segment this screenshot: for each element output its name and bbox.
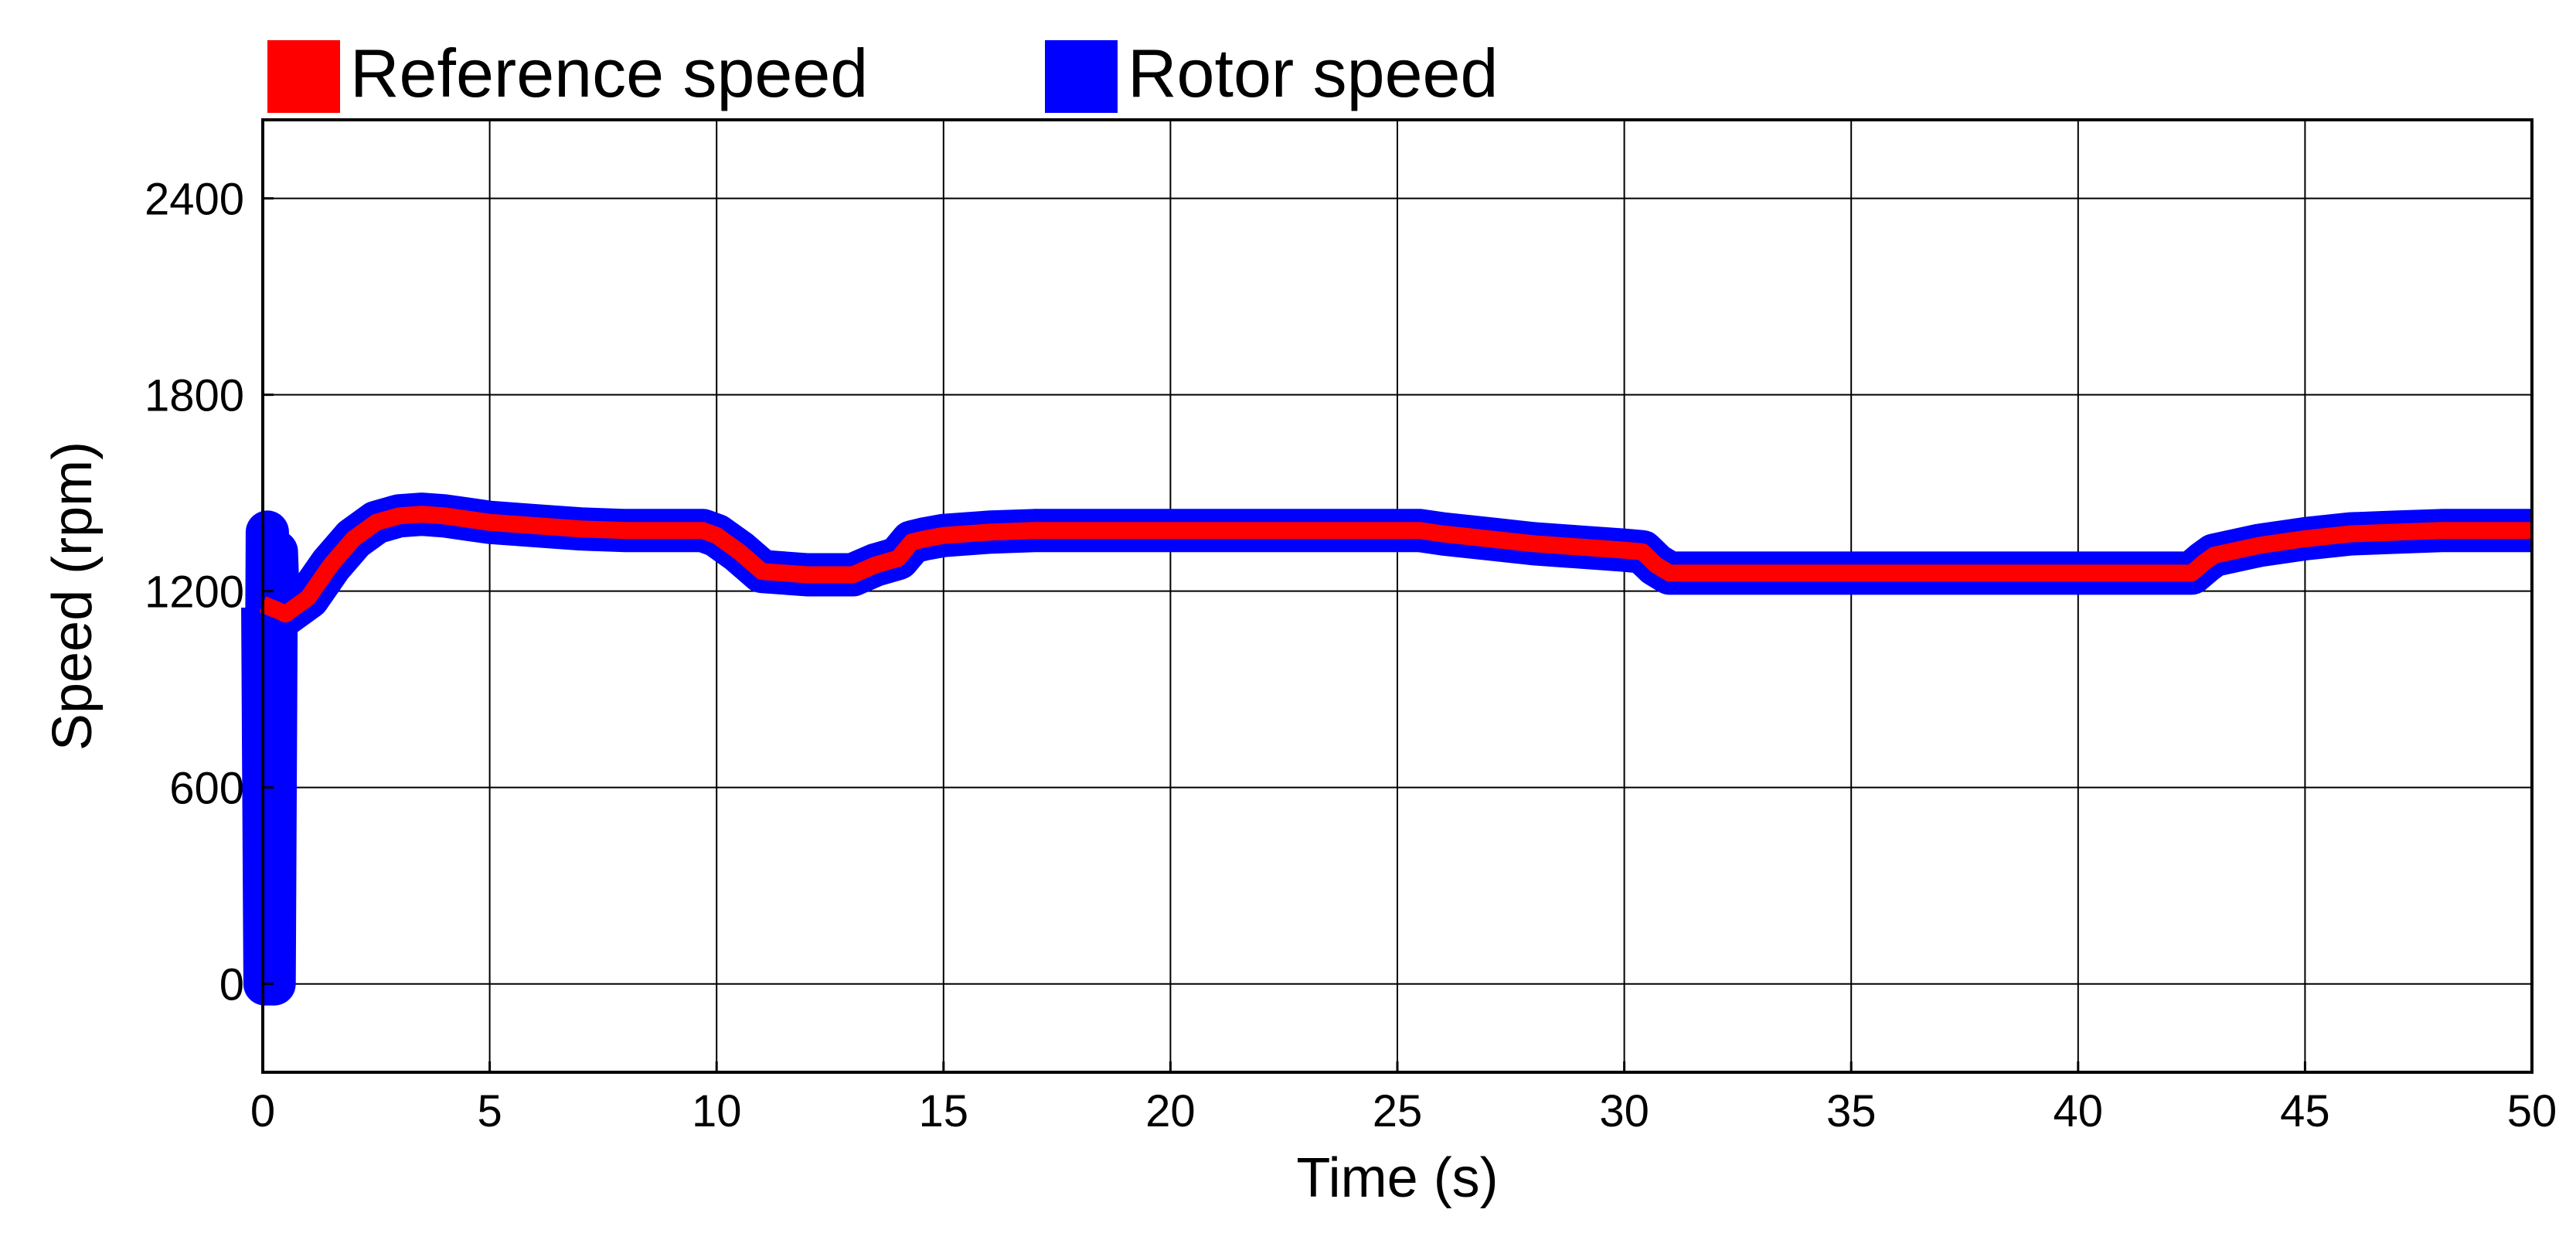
y-tick-label: 2400 bbox=[145, 175, 244, 225]
series-layer bbox=[241, 492, 2532, 1006]
x-tick-label: 25 bbox=[1373, 1086, 1423, 1136]
legend-swatch-reference bbox=[267, 40, 340, 113]
plot-area: 0 5 10 15 20 25 30 35 40 45 50 0 600 1200 1800 2400 bbox=[145, 118, 2557, 1136]
legend-label-reference: Reference speed bbox=[350, 35, 868, 111]
x-tick-label: 0 bbox=[250, 1086, 275, 1136]
x-tick-label: 50 bbox=[2507, 1086, 2557, 1136]
x-tick-label: 30 bbox=[1599, 1086, 1649, 1136]
x-tick-label: 10 bbox=[692, 1086, 742, 1136]
y-tick-label: 600 bbox=[169, 764, 244, 814]
x-axis-ticks: 0 5 10 15 20 25 30 35 40 45 50 bbox=[250, 1061, 2557, 1136]
legend-swatch-rotor bbox=[1045, 40, 1118, 113]
y-axis-label: Speed (rpm) bbox=[42, 441, 104, 751]
y-tick-label: 1800 bbox=[145, 371, 244, 421]
x-axis-label: Time (s) bbox=[1296, 1147, 1498, 1209]
x-tick-label: 15 bbox=[919, 1086, 969, 1136]
x-tick-label: 45 bbox=[2280, 1086, 2330, 1136]
series-line-reference-speed bbox=[259, 506, 2532, 623]
x-tick-label: 35 bbox=[1826, 1086, 1877, 1136]
legend-label-rotor: Rotor speed bbox=[1128, 35, 1498, 111]
y-tick-label: 1200 bbox=[145, 567, 244, 618]
x-tick-label: 5 bbox=[477, 1086, 502, 1136]
grid bbox=[263, 120, 2532, 1072]
x-tick-label: 40 bbox=[2054, 1086, 2104, 1136]
y-tick-label: 0 bbox=[219, 960, 244, 1010]
y-axis-ticks: 0 600 1200 1800 2400 bbox=[145, 175, 274, 1010]
x-tick-label: 20 bbox=[1145, 1086, 1196, 1136]
legend: Reference speed Rotor speed bbox=[267, 35, 1498, 113]
